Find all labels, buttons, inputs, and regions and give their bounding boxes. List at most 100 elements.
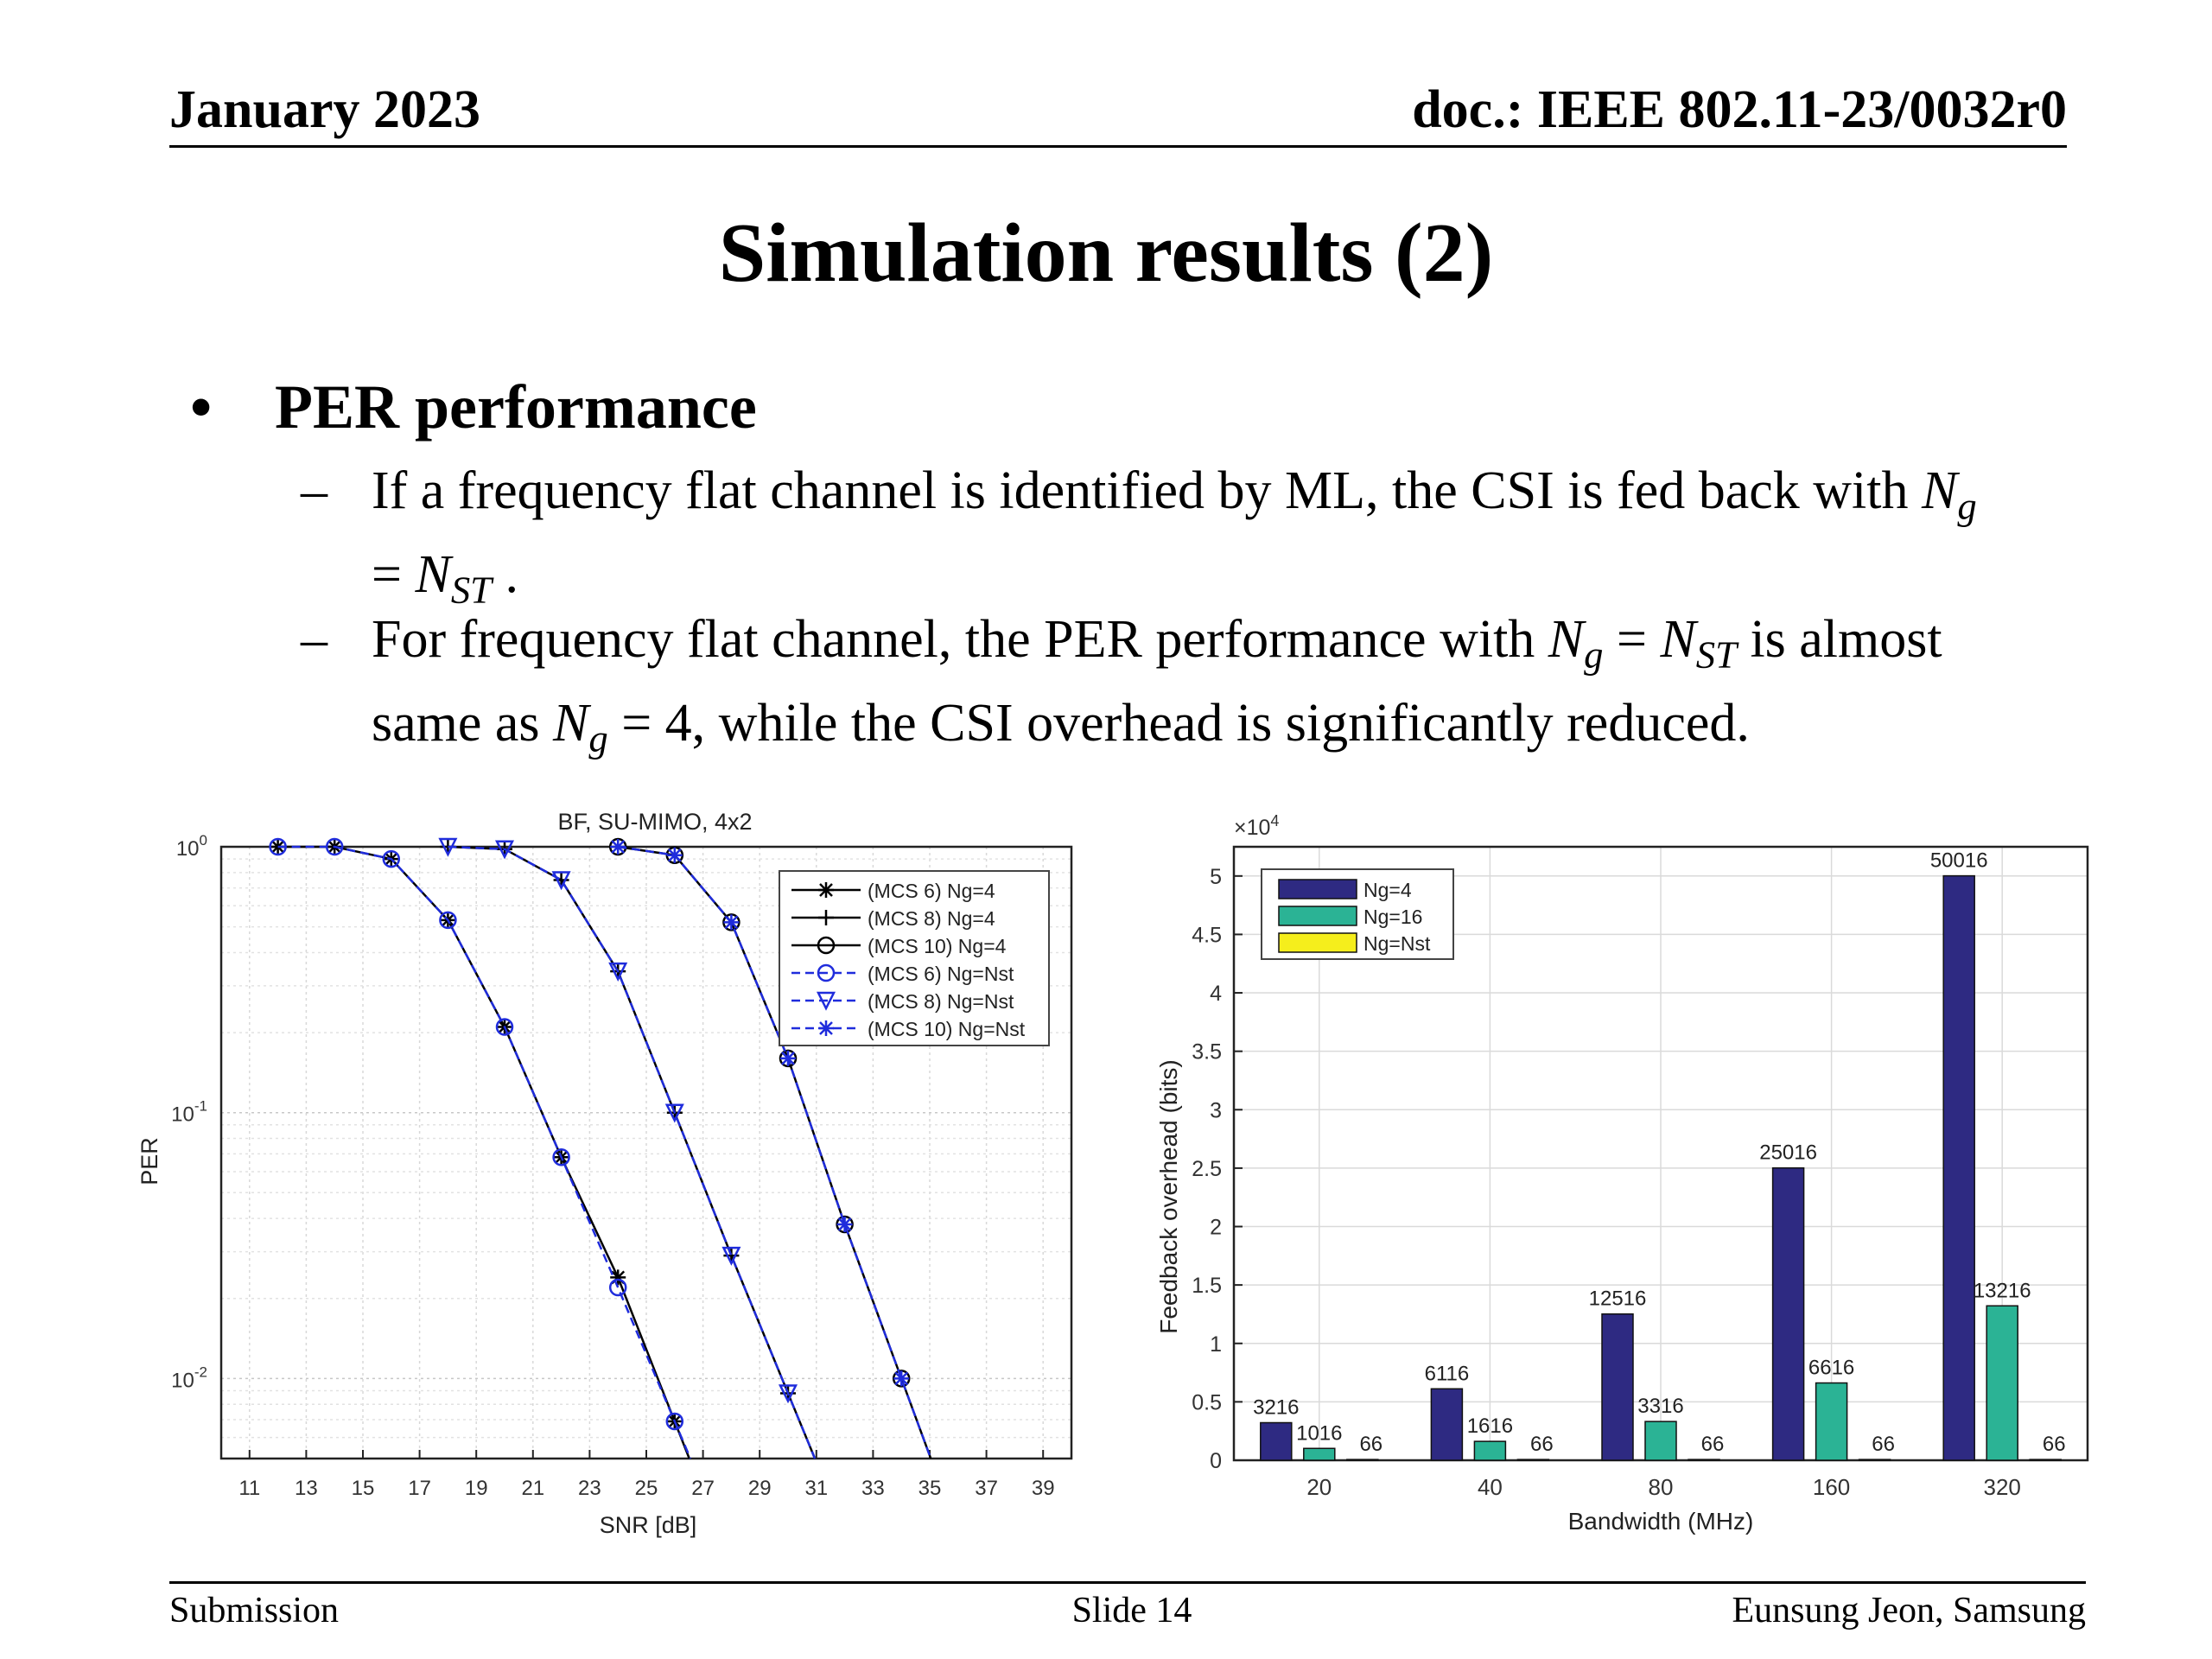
data-point	[779, 1049, 798, 1068]
bar-value-label: 6616	[1808, 1357, 1854, 1380]
math-symbol: N	[415, 545, 451, 605]
bar	[1601, 1313, 1634, 1461]
data-point	[551, 871, 571, 891]
chart-title: BF, SU-MIMO, 4x2	[557, 809, 752, 835]
data-point	[836, 1215, 854, 1234]
x-tick-label: 160	[1813, 1474, 1850, 1500]
bar	[1473, 1440, 1507, 1461]
x-axis-label: Bandwidth (MHz)	[1568, 1508, 1754, 1535]
data-point	[494, 840, 515, 860]
legend-label: (MCS 8) Ng=Nst	[868, 990, 1014, 1013]
math-subscript: ST	[1695, 632, 1737, 677]
x-tick-label: 17	[408, 1477, 431, 1500]
data-point	[721, 1246, 741, 1266]
bullet-text: PER performance	[275, 372, 757, 442]
data-point	[495, 1018, 514, 1036]
x-tick-label: 320	[1984, 1474, 2021, 1500]
legend-swatch	[1278, 879, 1357, 899]
legend-label: (MCS 10) Ng=4	[868, 935, 1007, 957]
y-tick-label: 2	[1210, 1216, 1222, 1240]
bar-value-label: 3216	[1253, 1396, 1299, 1420]
x-tick-label: 29	[748, 1477, 772, 1500]
y-multiplier: ×104	[1234, 812, 1279, 840]
data-point	[440, 912, 456, 928]
bar-value-label: 1016	[1296, 1421, 1342, 1445]
y-tick-label: 10-1	[171, 1098, 207, 1127]
x-tick-label: 25	[635, 1477, 658, 1500]
text-run: If a frequency flat channel is identifie…	[372, 461, 1923, 520]
math-symbol: N	[1660, 610, 1696, 669]
sub-bullet-dash: –	[301, 461, 327, 520]
bar	[2029, 1459, 2062, 1461]
data-point	[497, 1019, 512, 1035]
y-tick-label: 4.5	[1192, 923, 1222, 947]
x-tick-label: 35	[918, 1477, 942, 1500]
y-multiplier-exponent: 4	[1270, 812, 1279, 830]
data-point	[780, 1385, 796, 1402]
header-rule	[169, 145, 2067, 148]
data-point	[778, 1384, 798, 1404]
legend-label: Ng=Nst	[1363, 932, 1431, 955]
data-point	[440, 839, 456, 855]
bar-value-label: 66	[1872, 1433, 1895, 1456]
data-point	[608, 837, 627, 856]
bar	[1815, 1382, 1848, 1461]
x-tick-label: 37	[975, 1477, 998, 1500]
data-point	[552, 1147, 570, 1166]
bullet-item: • PER performance	[190, 372, 757, 443]
data-point	[269, 837, 287, 856]
bar-value-label: 66	[2043, 1433, 2066, 1456]
y-axis-label: Feedback overhead (bits)	[1155, 1059, 1182, 1334]
data-point	[608, 962, 628, 982]
x-tick-label: 40	[1478, 1474, 1503, 1500]
x-tick-label: 20	[1306, 1474, 1332, 1500]
text-run: same as	[372, 694, 554, 753]
series-line	[448, 845, 817, 1459]
text-run: =	[1603, 610, 1661, 669]
math-subscript: g	[1957, 484, 1977, 528]
bar	[1303, 1447, 1336, 1461]
bar-value-label: 66	[1701, 1433, 1725, 1456]
y-tick-exponent: -1	[194, 1098, 207, 1115]
text-run: =	[372, 545, 416, 605]
x-tick-label: 31	[804, 1477, 828, 1500]
header-doc-id: doc.: IEEE 802.11-23/0032r0	[1412, 80, 2067, 139]
legend-marker	[818, 882, 834, 898]
data-point	[553, 1149, 569, 1166]
slide-title: Simulation results (2)	[718, 207, 1494, 300]
data-point	[836, 1216, 853, 1232]
footer-slide-number: Slide 14	[1071, 1591, 1192, 1630]
math-subscript: ST	[450, 568, 492, 612]
x-tick-label: 15	[352, 1477, 375, 1500]
y-tick-label: 5	[1210, 865, 1222, 889]
data-point	[270, 839, 286, 855]
sub-bullet-2-text: For frequency flat channel, the PER perf…	[372, 605, 2065, 773]
footer-author: Eunsung Jeon, Samsung	[1732, 1591, 2087, 1630]
data-point	[665, 1412, 684, 1431]
bar-value-label: 6116	[1425, 1362, 1470, 1385]
bar-value-label: 3316	[1637, 1395, 1683, 1418]
math-symbol: N	[553, 694, 589, 753]
bar-value-label: 66	[1359, 1433, 1382, 1456]
data-point	[610, 963, 626, 980]
y-tick-label: 1.5	[1192, 1274, 1222, 1298]
y-tick-exponent: 0	[200, 832, 207, 849]
legend-marker	[816, 991, 836, 1011]
data-point	[382, 849, 401, 868]
text-run: For frequency flat channel, the PER perf…	[372, 610, 1548, 669]
bar-value-label: 1616	[1467, 1414, 1513, 1438]
bar-value-label: 13216	[1974, 1279, 2031, 1302]
header-date: January 2023	[169, 80, 480, 139]
legend-label: (MCS 6) Ng=Nst	[868, 963, 1014, 985]
legend-label: (MCS 8) Ng=4	[868, 907, 995, 930]
bar	[1986, 1305, 2018, 1461]
data-point	[723, 1248, 740, 1264]
series-line	[618, 845, 932, 1459]
legend-swatch	[1278, 932, 1357, 953]
footer-submission: Submission	[169, 1591, 340, 1630]
data-point	[608, 1278, 627, 1297]
bar-value-label: 12516	[1589, 1287, 1647, 1311]
y-tick-label: 1	[1210, 1332, 1222, 1357]
data-point	[383, 851, 399, 868]
x-tick-label: 19	[465, 1477, 488, 1500]
